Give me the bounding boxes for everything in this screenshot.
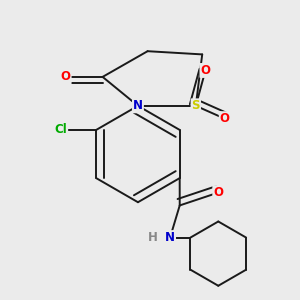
Text: O: O [213,186,223,199]
Text: N: N [133,99,143,112]
Text: O: O [61,70,71,83]
Text: S: S [191,99,200,112]
Text: O: O [220,112,230,125]
Text: Cl: Cl [55,123,67,136]
Text: N: N [165,231,175,244]
Text: H: H [148,231,157,244]
Text: O: O [200,64,210,77]
